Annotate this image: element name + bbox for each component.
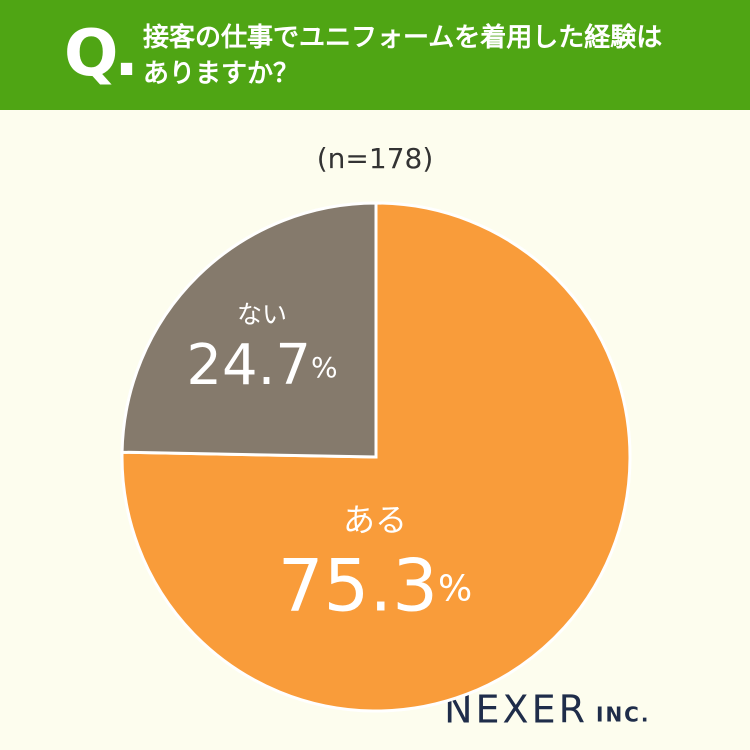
slice-label: ある — [343, 501, 407, 539]
slice-value-label: 24.7% — [186, 333, 337, 398]
slice-value-label: 75.3% — [278, 543, 473, 627]
header: Q. 接客の仕事でユニフォームを着用した経験はありますか？ — [0, 0, 750, 110]
chart-subtitle: (n=178) — [317, 142, 434, 175]
question-mark: Q. — [64, 17, 139, 91]
chart-title: 接客の仕事でユニフォームを着用した経験はありますか？ — [143, 23, 663, 89]
logo-sub: INC. — [596, 703, 650, 727]
pie-slice — [120, 201, 378, 459]
slice-label: ない — [237, 300, 287, 329]
